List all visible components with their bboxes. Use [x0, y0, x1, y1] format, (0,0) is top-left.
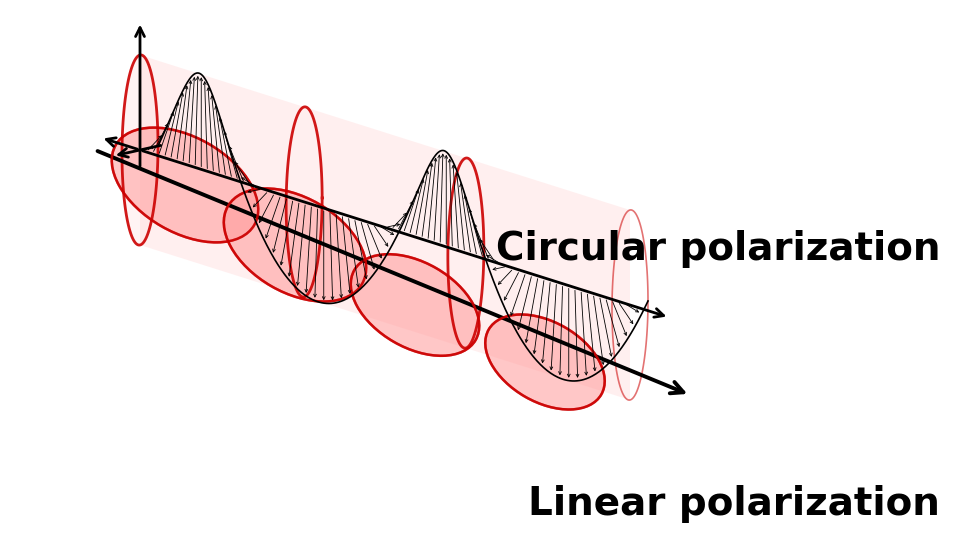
Ellipse shape	[111, 127, 258, 242]
Polygon shape	[122, 55, 158, 245]
Text: Circular polarization: Circular polarization	[495, 230, 940, 268]
Polygon shape	[140, 55, 630, 400]
Ellipse shape	[350, 254, 479, 356]
Ellipse shape	[224, 188, 366, 301]
Ellipse shape	[485, 314, 605, 409]
Text: Linear polarization: Linear polarization	[528, 485, 940, 523]
